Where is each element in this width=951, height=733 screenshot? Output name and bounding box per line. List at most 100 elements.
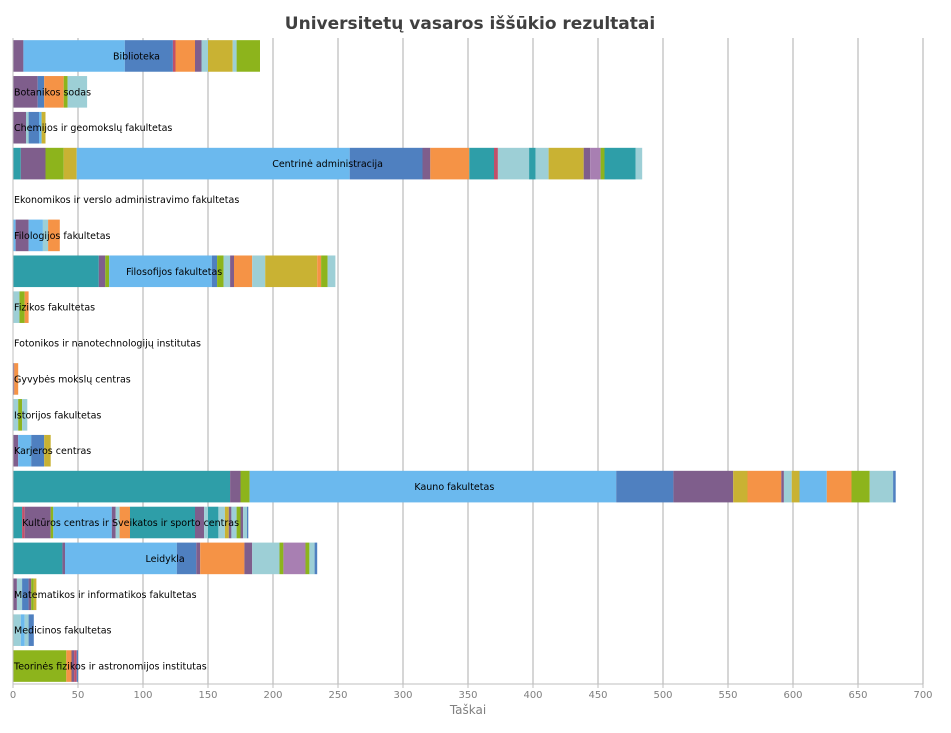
bar-group — [13, 76, 88, 108]
bar-segment — [62, 542, 65, 575]
bar-segment — [26, 111, 29, 144]
category-label: Fotonikos ir nanotechnologijų institutas — [14, 339, 201, 350]
bar-segment — [283, 542, 306, 575]
bar-segment — [74, 650, 77, 682]
bar-segment — [243, 506, 247, 539]
bar-group — [13, 219, 60, 252]
x-tick-label: 100 — [133, 690, 152, 701]
x-tick-label: 600 — [783, 690, 802, 701]
category-label: Gyvybės mokslų centras — [14, 374, 131, 385]
bar-group — [13, 147, 643, 180]
bar-segment — [265, 255, 318, 288]
bar-segment — [53, 506, 112, 539]
bar-segment — [228, 506, 232, 539]
bar-segment — [535, 147, 549, 180]
x-tick-label: 450 — [588, 690, 607, 701]
bar-segment — [211, 255, 218, 288]
bar-segment — [240, 506, 244, 539]
bar-segment — [529, 147, 536, 180]
x-tick-label: 350 — [458, 690, 477, 701]
gridlines — [77, 38, 924, 684]
bar-segment — [13, 40, 24, 72]
x-tick-label: 300 — [393, 690, 412, 701]
bar-segment — [50, 506, 54, 539]
bar-segment — [130, 506, 195, 539]
bar-segment — [13, 76, 38, 108]
bar-segment — [22, 578, 29, 611]
bar-segment — [14, 363, 19, 395]
bar-segment — [305, 542, 310, 575]
bar-segment — [13, 255, 99, 288]
bar-segment — [63, 147, 77, 180]
bar-segment — [37, 76, 45, 108]
bar-group — [13, 291, 29, 323]
bar-group — [13, 399, 28, 431]
category-labels: Biblioteka Botanikos sodas Chemijos ir geo… — [13, 51, 494, 672]
bar-segment — [66, 650, 72, 682]
category-label: Karjeros centras — [14, 446, 91, 457]
bar-group — [13, 255, 336, 288]
bar-segment — [231, 506, 237, 539]
bar-segment — [28, 219, 43, 252]
bar-segment — [590, 147, 601, 180]
x-axis-title: Taškai — [449, 703, 486, 717]
category-label: Ekonomikos ir verslo administravimo faku… — [14, 195, 239, 206]
category-label: Teorinės fizikos ir astronomijos institu… — [13, 662, 207, 673]
bar-segment — [252, 255, 266, 288]
bar-segment — [31, 434, 45, 467]
bar-segment — [18, 399, 23, 431]
bar-segment — [252, 542, 280, 575]
bar-segment — [20, 614, 25, 646]
bar-segment — [616, 470, 674, 503]
bar-group — [13, 40, 260, 72]
bar-segment — [327, 255, 336, 288]
bar-segment — [781, 470, 784, 503]
x-tick-label: 0 — [10, 690, 16, 701]
category-label: Chemijos ir geomokslų fakultetas — [14, 123, 172, 134]
bar-segment — [28, 578, 32, 611]
category-label: Fizikos fakultetas — [14, 303, 95, 314]
bar-segment — [196, 542, 201, 575]
bar-segment — [851, 470, 870, 503]
bar-segment — [13, 542, 63, 575]
category-label: Istorijos fakultetas — [14, 410, 101, 421]
bar-segment — [240, 470, 250, 503]
bar-segment — [65, 542, 177, 575]
bar-segment — [218, 506, 225, 539]
bar-segment — [733, 470, 748, 503]
bar-segment — [13, 399, 19, 431]
bar-segment — [39, 111, 42, 144]
bar-segment — [124, 40, 173, 72]
x-tick-label: 250 — [328, 690, 347, 701]
bar-group — [13, 578, 37, 611]
bar-segment — [13, 219, 16, 252]
category-label: Leidykla — [145, 554, 184, 565]
bar-segment — [76, 147, 350, 180]
bar-group — [13, 506, 249, 539]
bar-segment — [600, 147, 605, 180]
bar-segment — [247, 506, 249, 539]
bar-segment — [76, 650, 78, 682]
bar-segment — [430, 147, 470, 180]
chart-title: Universitetų vasaros iššūkio rezultatai — [285, 14, 655, 34]
bar-segment — [48, 219, 60, 252]
bar-segment — [28, 111, 39, 144]
bar-segment — [31, 578, 34, 611]
bar-segment — [109, 255, 212, 288]
bar-segment — [349, 147, 423, 180]
bar-segment — [422, 147, 431, 180]
bar-segment — [204, 506, 208, 539]
bar-segment — [19, 291, 25, 323]
bar-segment — [279, 542, 284, 575]
bar-segment — [309, 542, 315, 575]
bar-segment — [497, 147, 530, 180]
bar-segment — [217, 255, 224, 288]
bar-segment — [13, 291, 20, 323]
bar-segment — [791, 470, 800, 503]
bar-group — [13, 363, 19, 395]
bar-segment — [236, 40, 260, 72]
bar-segment — [494, 147, 498, 180]
bar-segment — [321, 255, 328, 288]
category-label: Botanikos sodas — [14, 87, 91, 98]
bar-segment — [195, 40, 202, 72]
